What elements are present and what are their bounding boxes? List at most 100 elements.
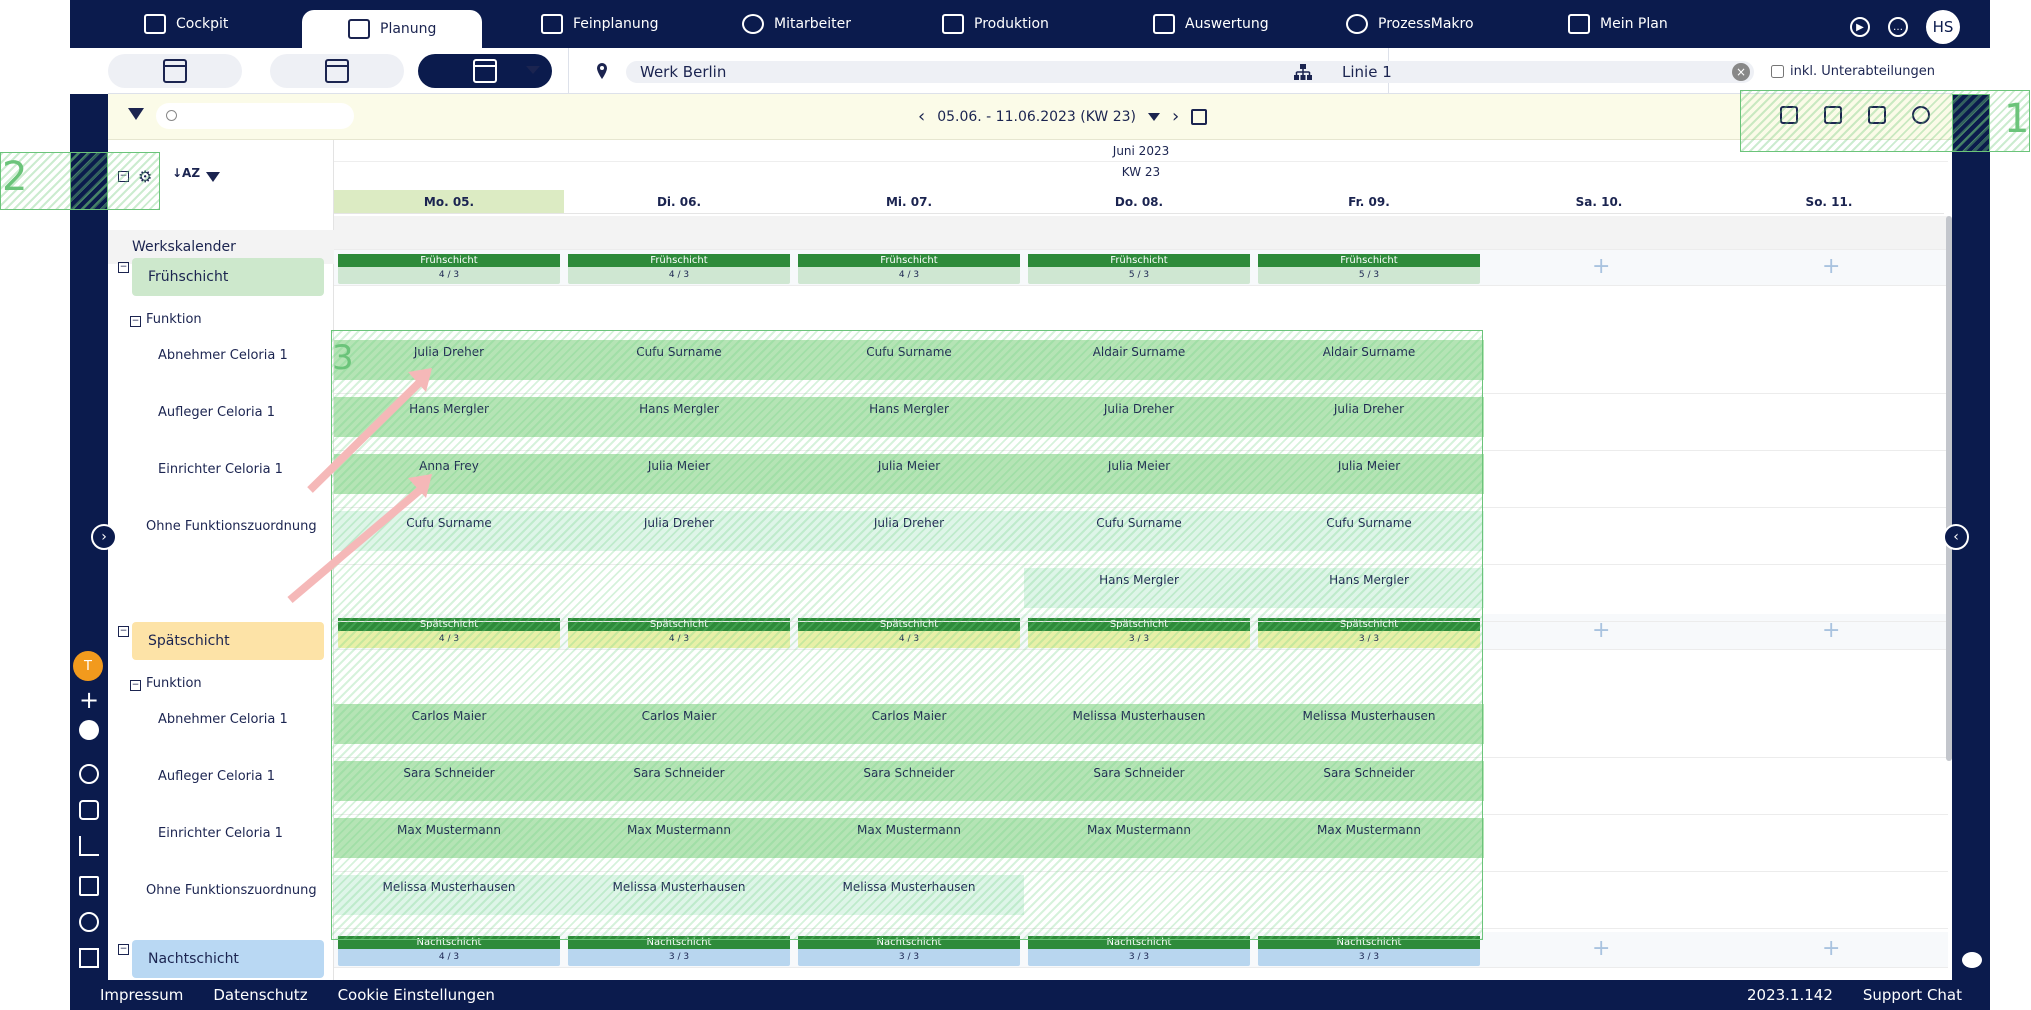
shift-bar[interactable]: Nachtschicht 3 / 3 [1258, 936, 1480, 966]
person-add-icon[interactable] [79, 764, 99, 784]
filter-icon[interactable] [128, 108, 144, 120]
assignment-cell[interactable]: Max Mustermann [334, 818, 564, 858]
add-shift-icon[interactable]: + [1822, 618, 1841, 643]
print-icon[interactable] [79, 948, 99, 968]
include-subdivisions-checkbox[interactable]: inkl. Unterabteilungen [1771, 64, 1935, 79]
tab-prozessmakro[interactable]: ProzessMakro [1346, 0, 1474, 48]
add-shift-icon[interactable]: + [1822, 936, 1841, 961]
collapse-icon[interactable]: − [118, 262, 129, 273]
assignment-cell[interactable]: Julia Dreher [564, 511, 794, 551]
assignment-cell[interactable]: Cufu Surname [1254, 511, 1484, 551]
assignment-cell[interactable]: Hans Mergler [564, 397, 794, 437]
refresh-icon[interactable] [79, 912, 99, 932]
line-input[interactable]: Linie 1 [1328, 61, 1754, 83]
gear-icon[interactable]: ⚙ [138, 167, 152, 186]
shift-bar[interactable]: Frühschicht 4 / 3 [338, 254, 560, 284]
shift-bar[interactable]: Nachtschicht 3 / 3 [1028, 936, 1250, 966]
assignment-cell[interactable]: Carlos Maier [794, 704, 1024, 744]
week-view-button[interactable] [270, 54, 404, 88]
collapse-icon[interactable]: − [130, 316, 141, 327]
assignment-cell[interactable]: Aldair Surname [1024, 340, 1254, 380]
day-view-button[interactable] [108, 54, 242, 88]
shift-bar[interactable]: Frühschicht 5 / 3 [1028, 254, 1250, 284]
assignment-cell[interactable]: Carlos Maier [564, 704, 794, 744]
checkbox[interactable] [1771, 65, 1784, 78]
play-icon[interactable]: ▶ [1850, 17, 1870, 37]
assignment-cell[interactable]: Julia Dreher [334, 340, 564, 380]
support-chat-link[interactable]: Support Chat [1862, 986, 1962, 1004]
assignment-cell[interactable]: Melissa Musterhausen [564, 875, 794, 915]
assignment-cell[interactable]: Hans Mergler [794, 397, 1024, 437]
assignment-cell[interactable]: Hans Mergler [1254, 568, 1484, 608]
shift-label-early[interactable]: Frühschicht [132, 258, 324, 296]
assignment-cell[interactable]: Max Mustermann [1254, 818, 1484, 858]
assignment-cell[interactable]: Julia Meier [564, 454, 794, 494]
assignment-cell[interactable]: Cufu Surname [794, 340, 1024, 380]
assignment-cell[interactable]: Sara Schneider [1024, 761, 1254, 801]
footer-link-impressum[interactable]: Impressum [100, 986, 184, 1004]
assignment-cell[interactable]: Sara Schneider [334, 761, 564, 801]
shift-label-late[interactable]: Spätschicht [132, 622, 324, 660]
assignment-cell[interactable]: Max Mustermann [794, 818, 1024, 858]
location-input[interactable]: Werk Berlin [626, 61, 1362, 83]
collapse-icon[interactable]: − [118, 944, 129, 955]
collapse-icon[interactable]: − [118, 626, 129, 637]
tab-auswertung[interactable]: Auswertung [1153, 0, 1269, 48]
add-shift-icon[interactable]: + [1592, 936, 1611, 961]
chevron-left-icon[interactable]: ‹ [918, 106, 926, 127]
calendar-icon[interactable] [1191, 108, 1208, 125]
filter-icon[interactable] [206, 172, 220, 182]
add-shift-icon[interactable]: + [1822, 254, 1841, 279]
tab-produktion[interactable]: Produktion [942, 0, 1049, 48]
assignment-cell[interactable]: Melissa Musterhausen [334, 875, 564, 915]
user-icon[interactable] [79, 800, 99, 820]
user-badge[interactable]: T [73, 651, 103, 681]
timer-icon[interactable] [1912, 106, 1930, 124]
add-shift-icon[interactable]: + [1592, 254, 1611, 279]
collapse-icon[interactable]: − [118, 171, 129, 182]
assignment-cell[interactable]: Julia Meier [794, 454, 1024, 494]
assignment-cell[interactable]: Max Mustermann [564, 818, 794, 858]
search-input[interactable] [156, 103, 354, 129]
document-icon[interactable] [79, 876, 99, 896]
assignment-cell[interactable]: Melissa Musterhausen [1024, 704, 1254, 744]
shift-label-night[interactable]: Nachtschicht [132, 940, 324, 978]
chevron-right-icon[interactable]: › [1172, 106, 1180, 127]
chat-icon[interactable]: … [1888, 17, 1908, 37]
assignment-cell[interactable]: Julia Dreher [1254, 397, 1484, 437]
org-tree-icon[interactable] [1868, 106, 1886, 124]
assignment-cell[interactable]: Carlos Maier [334, 704, 564, 744]
avatar[interactable]: HS [1926, 10, 1960, 44]
assignment-cell[interactable]: Cufu Surname [1024, 511, 1254, 551]
assignment-cell[interactable]: Cufu Surname [564, 340, 794, 380]
image-icon[interactable] [1824, 106, 1842, 124]
assignment-cell[interactable]: Sara Schneider [794, 761, 1024, 801]
assignment-cell[interactable]: Julia Dreher [794, 511, 1024, 551]
tab-mitarbeiter[interactable]: Mitarbeiter [742, 0, 851, 48]
clear-icon[interactable]: × [1732, 63, 1750, 81]
vertical-scrollbar[interactable] [1946, 216, 1952, 761]
chevron-down-icon[interactable] [1148, 112, 1161, 121]
tab-cockpit[interactable]: Cockpit [144, 0, 228, 48]
shift-bar[interactable]: Frühschicht 4 / 3 [568, 254, 790, 284]
assignment-cell[interactable]: Aldair Surname [1254, 340, 1484, 380]
add-date-icon[interactable] [1780, 106, 1798, 124]
employees-icon[interactable] [1962, 952, 1982, 968]
sort-icon[interactable]: ↓AZ [172, 166, 201, 180]
chart-icon[interactable] [79, 836, 99, 856]
shift-bar[interactable]: Nachtschicht 3 / 3 [568, 936, 790, 966]
shift-bar[interactable]: Nachtschicht 3 / 3 [798, 936, 1020, 966]
footer-link-datenschutz[interactable]: Datenschutz [213, 986, 308, 1004]
employees-icon[interactable] [79, 720, 99, 740]
tab-mein-plan[interactable]: Mein Plan [1568, 0, 1668, 48]
tab-feinplanung[interactable]: Feinplanung [541, 0, 659, 48]
add-shift-icon[interactable]: + [1592, 618, 1611, 643]
assignment-cell[interactable]: Julia Meier [1024, 454, 1254, 494]
assignment-cell[interactable]: Melissa Musterhausen [794, 875, 1024, 915]
collapse-right-icon[interactable]: ‹ [1943, 524, 1969, 550]
chevron-down-icon[interactable] [526, 66, 540, 74]
assignment-cell[interactable]: Hans Mergler [1024, 568, 1254, 608]
assignment-cell[interactable]: Julia Meier [1254, 454, 1484, 494]
assignment-cell[interactable]: Sara Schneider [564, 761, 794, 801]
footer-link-cookies[interactable]: Cookie Einstellungen [337, 986, 495, 1004]
